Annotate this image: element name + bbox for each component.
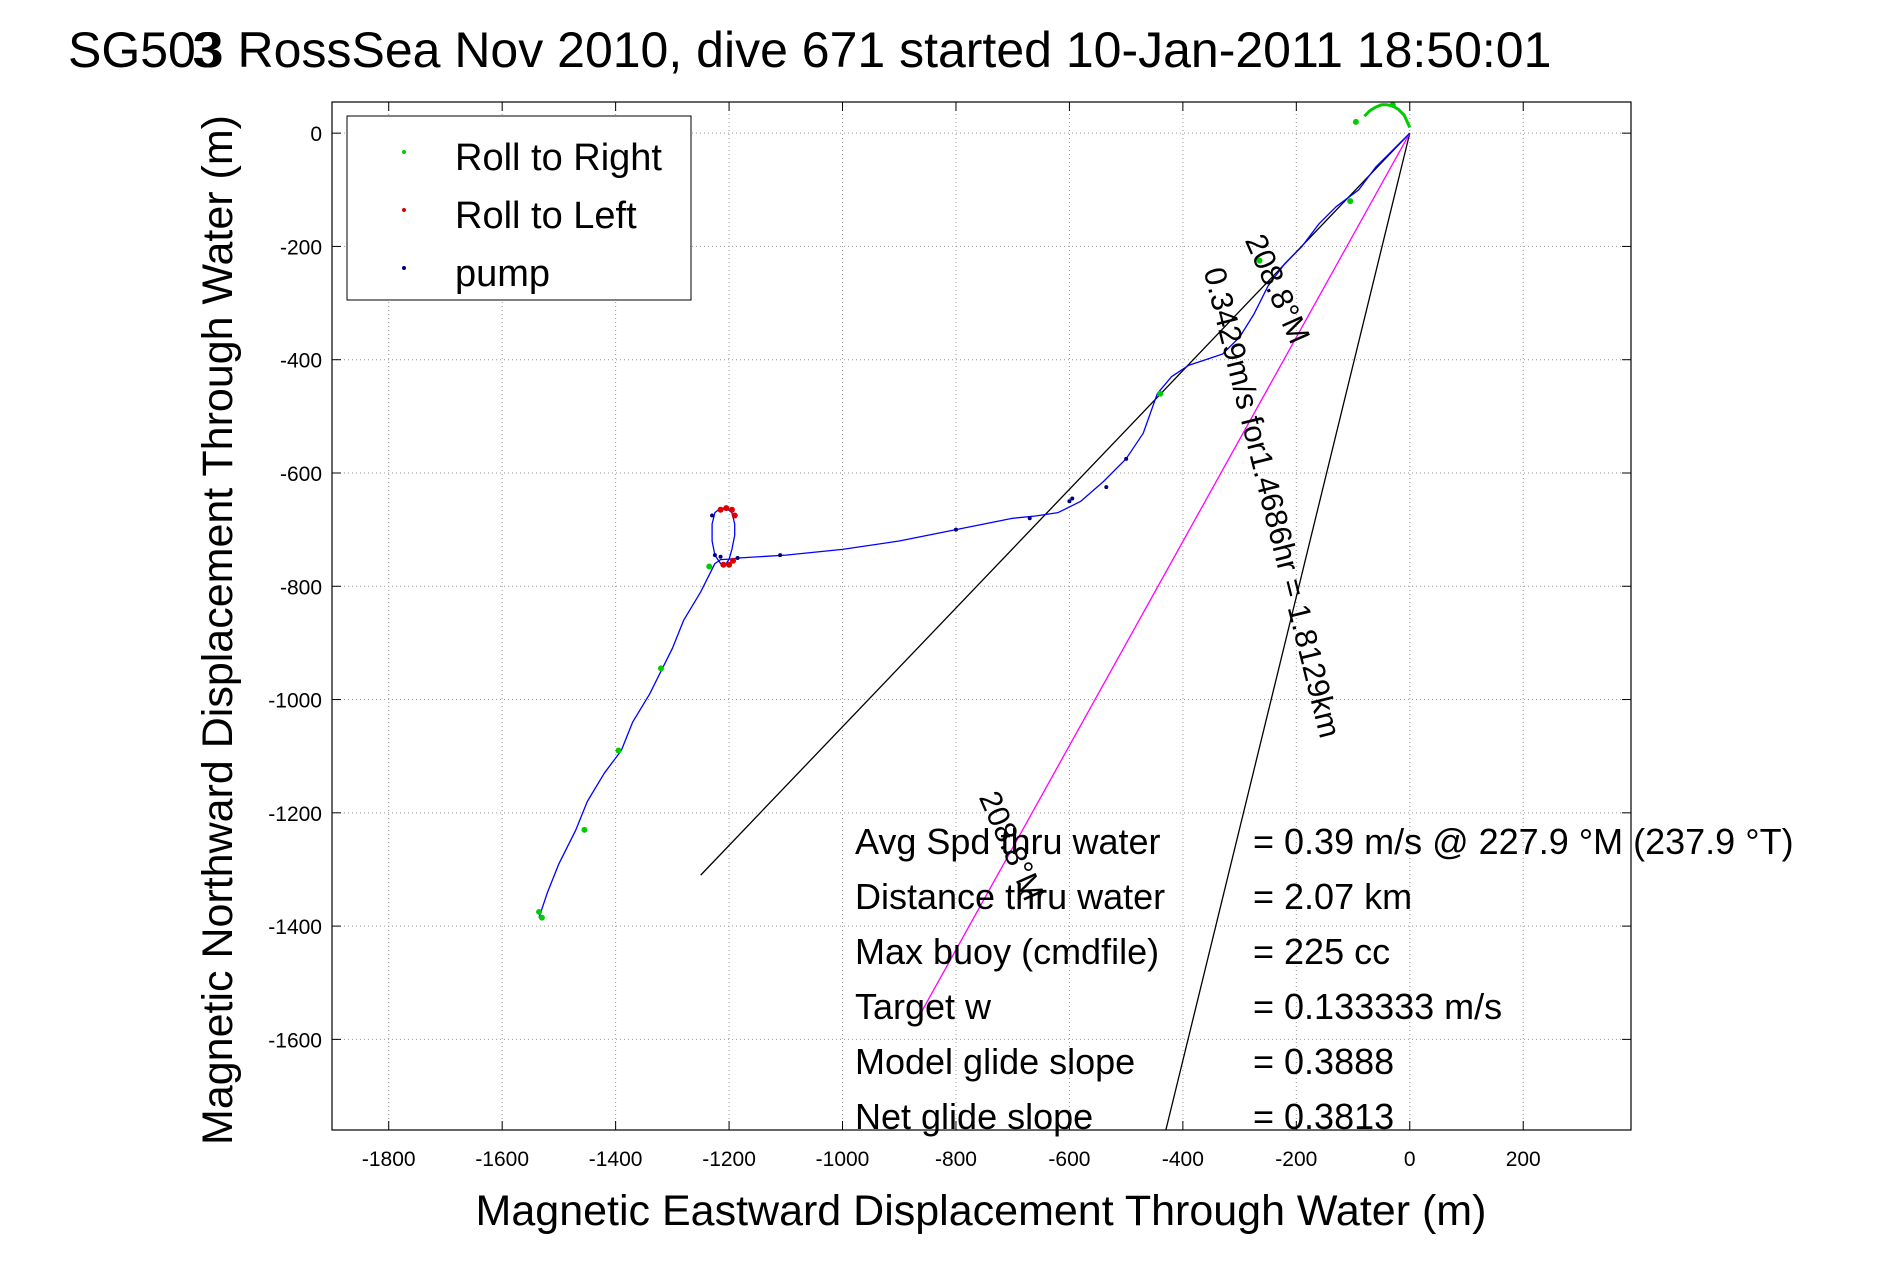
marker-pump [1070, 496, 1075, 501]
x-tick-label: 200 [1506, 1148, 1541, 1171]
series-line-1 [1363, 103, 1412, 129]
y-tick-label: -1000 [268, 690, 322, 713]
y-tick-label: -600 [280, 463, 322, 486]
marker-roll-right [615, 747, 622, 754]
x-tick-label: -1200 [702, 1148, 756, 1171]
stats-block: Avg Spd thru water = 0.39 m/s @ 227.9 °M… [855, 821, 1794, 1137]
x-tick-label: 0 [1404, 1148, 1416, 1171]
x-tick-label: -800 [935, 1148, 977, 1171]
x-tick-label: -1000 [816, 1148, 870, 1171]
marker-pump [735, 555, 740, 560]
marker-roll-left [723, 505, 730, 512]
marker-pump [953, 527, 958, 532]
plot-frame [331, 101, 1632, 1131]
marker-pump [1124, 456, 1129, 461]
x-tick-label: -1600 [475, 1148, 529, 1171]
marker-pump [718, 554, 723, 559]
marker-roll-right [1157, 390, 1164, 397]
y-tick-label: -200 [280, 236, 322, 259]
marker-pump [1067, 499, 1072, 504]
grid [332, 102, 1631, 1130]
stat-value: = 0.3888 [1253, 1041, 1394, 1082]
stat-value: = 225 cc [1253, 931, 1390, 972]
marker-roll-right [538, 914, 545, 921]
marker-roll-right [1352, 118, 1359, 125]
marker-roll-left [730, 557, 737, 564]
x-tick-label: -400 [1162, 1148, 1204, 1171]
reference-line-1 [1165, 132, 1411, 1131]
marker-roll-right [536, 908, 543, 915]
y-tick-label: -800 [280, 576, 322, 599]
chart-title: SG503 RossSea Nov 2010, dive 671 started… [68, 22, 1551, 78]
legend-marker-roll-left [402, 208, 406, 212]
stat-label: Distance thru water [855, 876, 1165, 917]
ticks: -1800 -1600 -1400 -1200 -1000 -800 -600 -400 -20… [268, 102, 1631, 1171]
y-tick-label: 0 [310, 123, 322, 146]
marker-roll-left [726, 561, 733, 568]
x-tick-label: -1400 [589, 1148, 643, 1171]
reference-line-2 [921, 132, 1411, 1012]
legend-marker-pump [402, 266, 406, 270]
stat-label: Net glide slope [855, 1096, 1093, 1137]
legend-label-pump: pump [455, 253, 550, 295]
x-tick-label: -200 [1275, 1148, 1317, 1171]
stat-value: = 2.07 km [1253, 876, 1412, 917]
markers [536, 101, 1396, 921]
stat-label: Avg Spd thru water [855, 821, 1161, 862]
marker-roll-right [1347, 198, 1354, 205]
y-tick-label: -1600 [268, 1029, 322, 1052]
series-line-0 [538, 132, 1411, 918]
marker-roll-right [658, 665, 665, 672]
stat-label: Model glide slope [855, 1041, 1135, 1082]
y-tick-label: -1400 [268, 916, 322, 939]
marker-roll-right [706, 563, 713, 570]
stat-value: = 0.133333 m/s [1253, 986, 1502, 1027]
stat-label: Target w [855, 986, 992, 1027]
x-tick-label: -1800 [362, 1148, 416, 1171]
title-overlay-digit: 3 [192, 22, 220, 78]
legend-label-roll-left: Roll to Left [455, 195, 637, 237]
marker-roll-right [581, 826, 588, 833]
legend-marker-roll-right [402, 150, 406, 154]
marker-pump [712, 553, 717, 558]
x-tick-label: -600 [1048, 1148, 1090, 1171]
marker-pump [710, 513, 715, 518]
y-axis-label: Magnetic Northward Displacement Through … [194, 115, 242, 1145]
legend-label-roll-right: Roll to Right [455, 137, 662, 179]
y-tick-label: -400 [280, 350, 322, 373]
legend: Roll to Right Roll to Left pump [346, 115, 692, 301]
marker-pump [778, 553, 783, 558]
marker-roll-right [1256, 257, 1263, 264]
marker-pump [1027, 516, 1032, 521]
marker-roll-right [1389, 101, 1396, 108]
marker-roll-left [728, 506, 735, 513]
marker-roll-left [731, 512, 738, 519]
stat-value: = 0.3813 [1253, 1096, 1394, 1137]
marker-roll-left [720, 561, 727, 568]
stat-label: Max buoy (cmdfile) [855, 931, 1159, 972]
marker-roll-left [717, 506, 724, 513]
stat-value: = 0.39 m/s @ 227.9 °M (237.9 °T) [1253, 821, 1794, 862]
x-axis-label: Magnetic Eastward Displacement Through W… [476, 1187, 1487, 1235]
y-tick-label: -1200 [268, 803, 322, 826]
marker-pump [1104, 485, 1109, 490]
